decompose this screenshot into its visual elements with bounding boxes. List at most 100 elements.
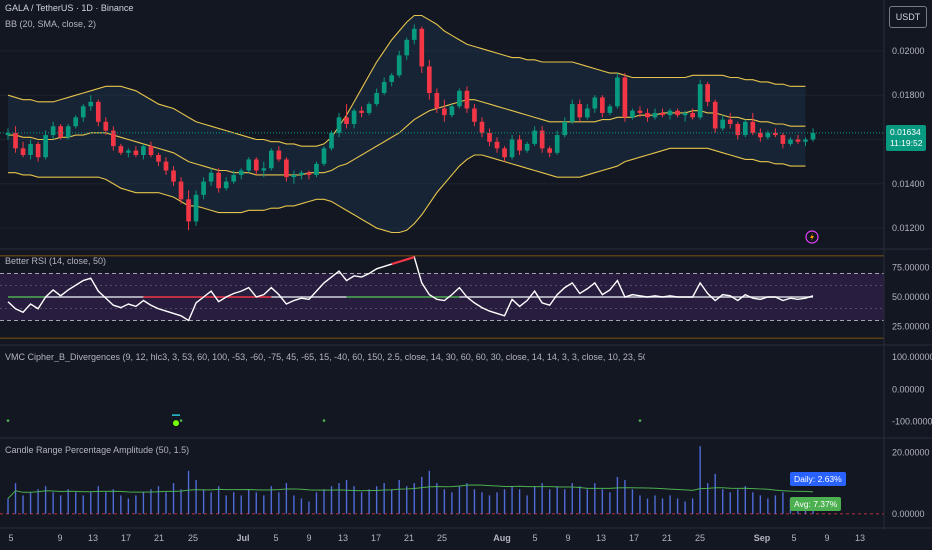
candlesticks (0, 24, 884, 231)
candle-down (110, 126, 116, 151)
candle-body (314, 163, 319, 175)
time-tick-label: 9 (565, 533, 570, 543)
candle-body (20, 148, 26, 155)
bb-lower-line (8, 147, 806, 234)
candle-up (374, 88, 379, 107)
time-tick-label: 9 (824, 533, 829, 543)
candle-down (171, 166, 176, 186)
bollinger-bands (7, 14, 806, 234)
candle-down (253, 157, 259, 175)
candle-body (178, 181, 184, 200)
amp-avg-line (7, 484, 814, 499)
candle-up (457, 88, 462, 109)
candle-body (727, 119, 733, 124)
candle-up (396, 50, 402, 78)
candle-down (547, 146, 553, 158)
candle-down (434, 88, 440, 113)
candle-up (742, 119, 748, 138)
candle-body (103, 121, 109, 131)
candle-up (592, 95, 598, 113)
candle-down (758, 128, 763, 142)
rsi-indicator-label[interactable]: Better RSI (14, close, 50) (5, 256, 107, 266)
currency-selector[interactable]: USDT (889, 6, 927, 28)
candle-up (667, 108, 673, 120)
candle-body (758, 132, 763, 138)
candle-body (381, 81, 387, 93)
lightning-icon[interactable] (805, 230, 819, 244)
candle-up (381, 77, 387, 96)
candle-down (284, 157, 289, 182)
candle-body (411, 28, 417, 40)
cipher-tick-label: 100.00000 (892, 352, 932, 362)
rsi-tick-label: 75.00000 (892, 263, 930, 273)
time-tick-label: 13 (88, 533, 98, 543)
candle-up (238, 168, 244, 180)
candle-body (487, 132, 492, 142)
amplitude-indicator-label[interactable]: Candle Range Percentage Amplitude (50, 1… (5, 445, 190, 455)
bb-indicator-label[interactable]: BB (20, SMA, close, 2) (5, 19, 97, 29)
candle-down (727, 112, 733, 129)
candle-up (193, 190, 199, 226)
candle-body (223, 181, 229, 189)
candle-down (795, 135, 801, 144)
candle-body (712, 101, 718, 129)
candle-up (788, 137, 793, 147)
candle-up (351, 108, 357, 129)
candle-up (50, 121, 56, 140)
candle-body (577, 104, 583, 118)
time-tick-label: Jul (236, 533, 249, 543)
candle-body (547, 148, 553, 153)
cipher-indicator-label[interactable]: VMC Cipher_B_Divergences (9, 12, hlc3, 3… (5, 352, 645, 362)
time-tick-label: 21 (154, 533, 164, 543)
candle-body (457, 90, 462, 107)
candle-up (697, 79, 703, 120)
candle-down (637, 106, 643, 118)
candle-body (532, 130, 537, 144)
candle-down (773, 128, 778, 138)
candle-body (208, 172, 214, 182)
candle-body (396, 55, 402, 76)
candle-body (434, 93, 440, 109)
candle-down (705, 81, 711, 107)
candle-down (577, 99, 583, 122)
candle-down (35, 141, 41, 162)
candle-body (630, 110, 635, 118)
candle-down (103, 117, 109, 136)
candle-body (607, 106, 613, 113)
symbol-title[interactable]: GALA / TetherUS · 1D · Binance (5, 3, 134, 13)
candle-body (65, 126, 71, 138)
rsi-overbought-segment (391, 256, 415, 266)
candle-up (562, 117, 568, 138)
candle-body (171, 170, 176, 182)
time-tick-label: 9 (306, 533, 311, 543)
candle-body (765, 132, 771, 138)
time-tick-label: 25 (188, 533, 198, 543)
candle-body (652, 112, 658, 118)
candle-body (742, 121, 748, 136)
candle-body (554, 135, 560, 153)
price-tick-label: 0.01400 (892, 179, 925, 189)
candle-body (291, 174, 297, 178)
candle-body (562, 121, 568, 136)
price-tick-label: 0.01800 (892, 90, 925, 100)
candle-body (720, 119, 726, 129)
time-tick-label: 5 (532, 533, 537, 543)
candle-body (803, 139, 808, 142)
candle-body (95, 101, 101, 122)
candle-down (13, 126, 18, 153)
rsi-tick-label: 25.00000 (892, 321, 930, 331)
candle-body (773, 132, 778, 136)
candle-body (517, 139, 522, 151)
candle-body (584, 108, 590, 118)
last-price-value: 0.01634 (890, 127, 921, 137)
candle-body (810, 132, 816, 140)
candle-down (494, 137, 500, 153)
candle-up (208, 168, 214, 186)
candle-down (133, 146, 139, 158)
time-tick-label: 21 (404, 533, 414, 543)
candle-body (238, 170, 244, 175)
time-tick-label: 5 (791, 533, 796, 543)
candle-body (141, 146, 146, 155)
